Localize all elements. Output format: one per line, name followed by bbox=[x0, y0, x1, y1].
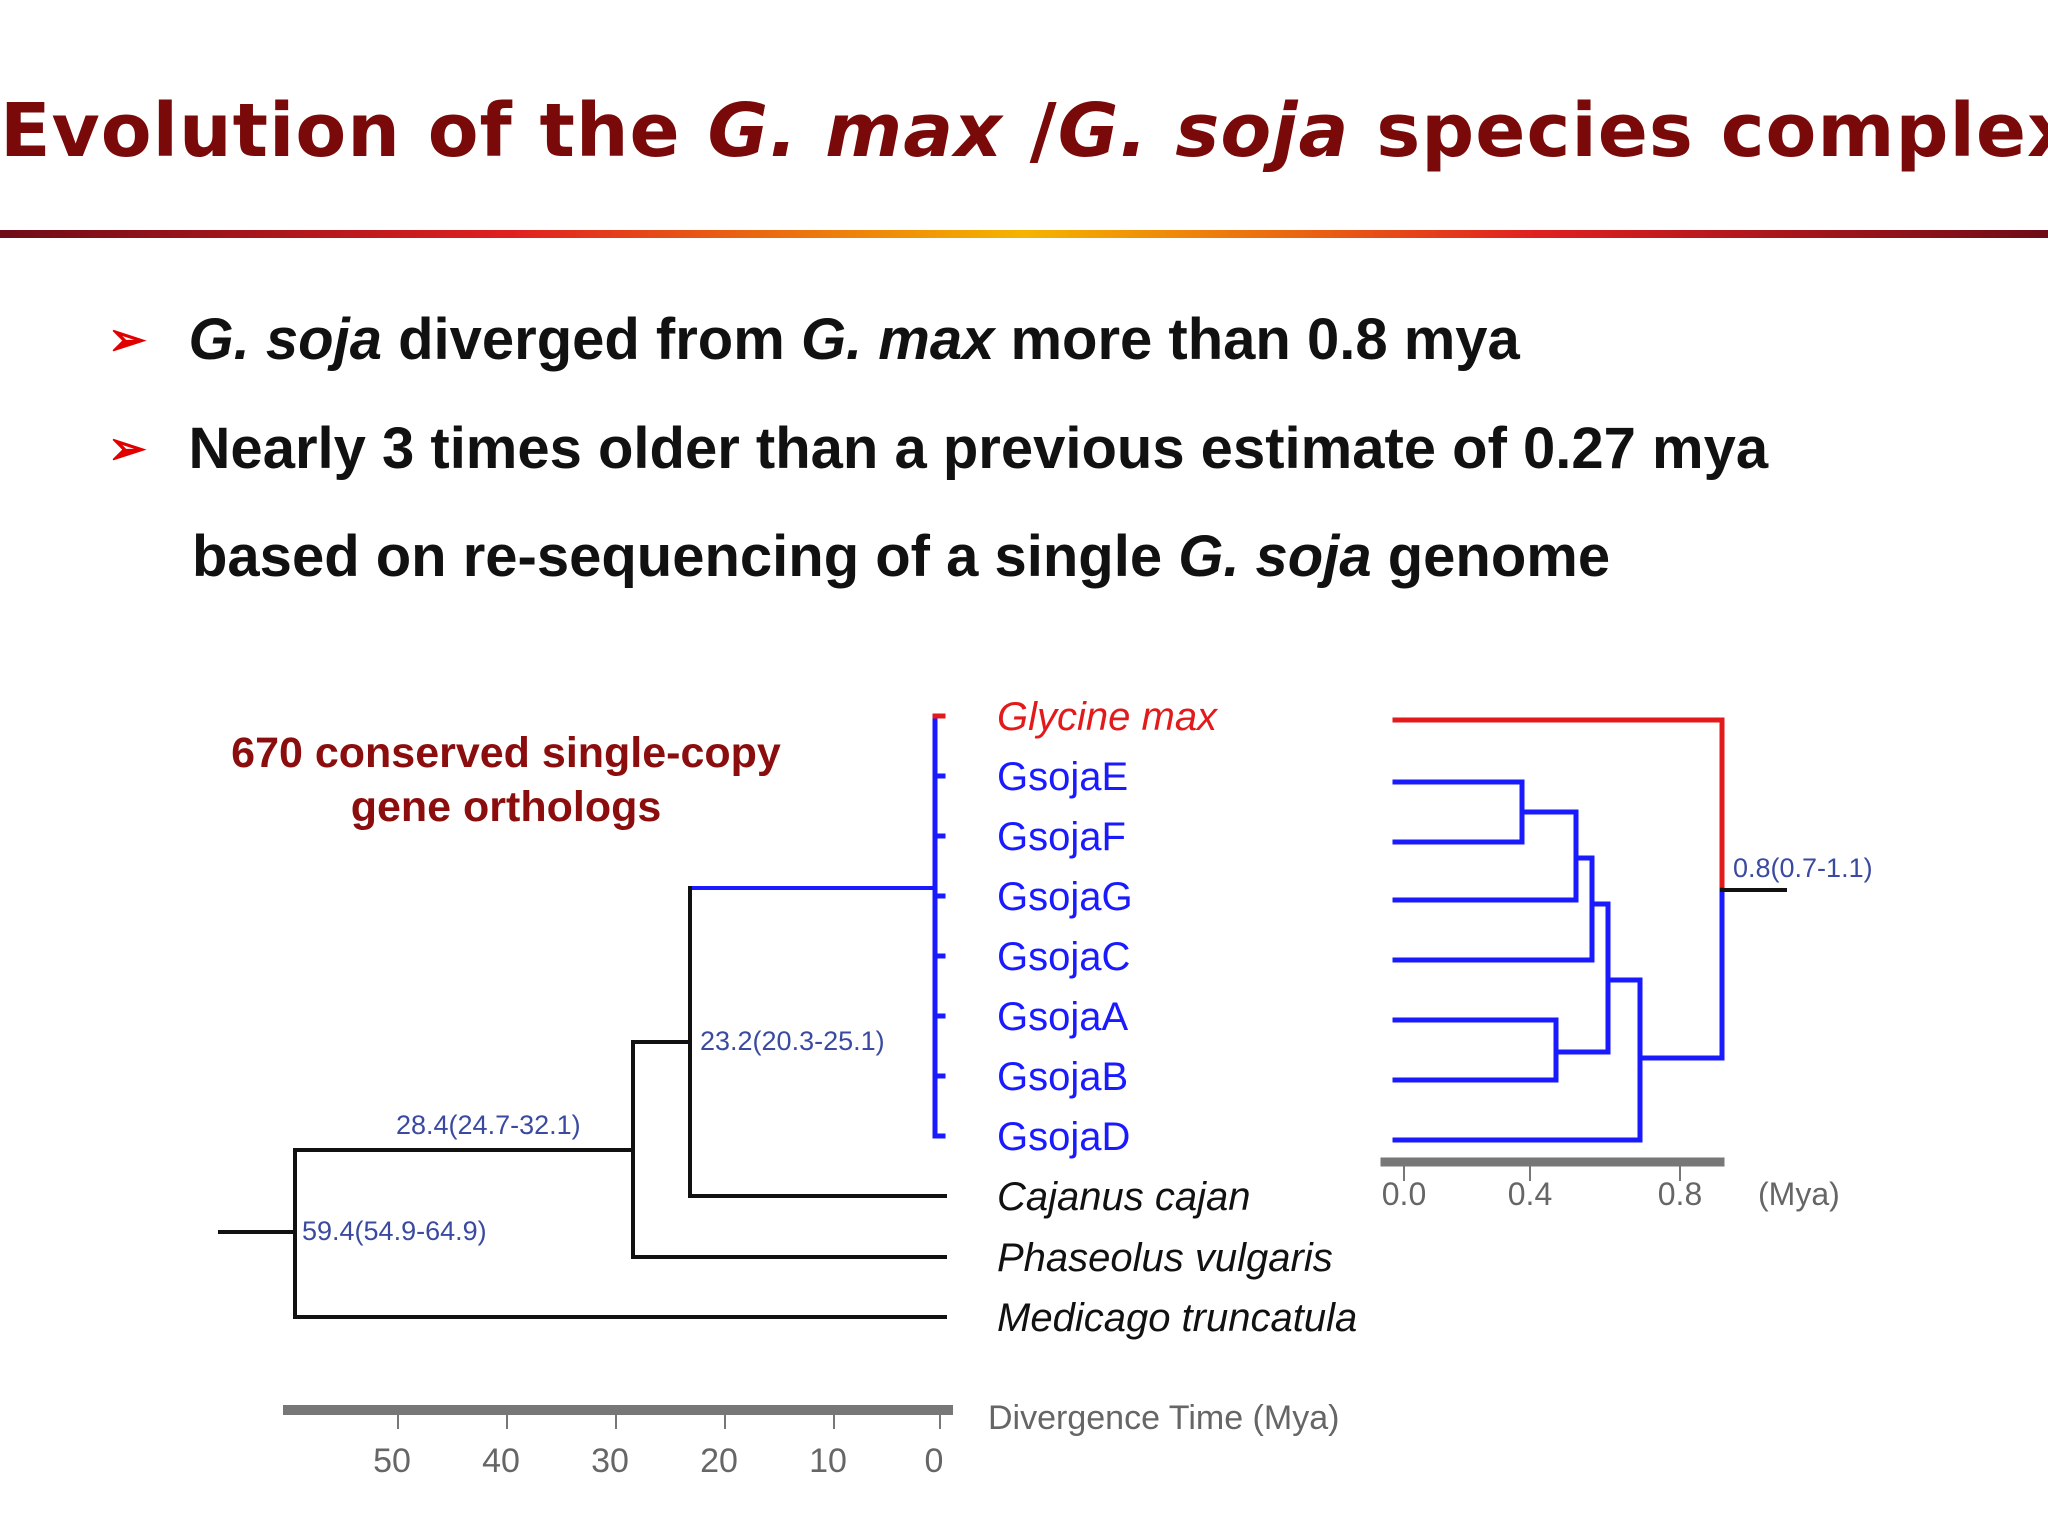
main-axis-tick-label: 0 bbox=[925, 1442, 944, 1480]
bullet-2-text: Nearly 3 times older than a previous est… bbox=[188, 416, 1769, 481]
taxon-label: GsojaG bbox=[997, 875, 1133, 919]
main-axis-tick-label: 40 bbox=[482, 1442, 520, 1480]
taxon-label: Medicago truncatula bbox=[997, 1296, 1357, 1340]
bullet-1-text-b: diverged from bbox=[381, 307, 801, 372]
inset-axis-tick-label: 0.0 bbox=[1382, 1176, 1426, 1212]
bullet-3-text-b: G. soja bbox=[1178, 524, 1372, 589]
taxa-labels: Glycine max GsojaE GsojaF GsojaG GsojaC Gsoja… bbox=[997, 695, 1357, 1340]
taxon-label: GsojaC bbox=[997, 935, 1130, 979]
title-divider bbox=[0, 230, 2048, 238]
node-label: 28.4(24.7-32.1) bbox=[396, 1110, 581, 1140]
main-axis-title: Divergence Time (Mya) bbox=[988, 1399, 1339, 1437]
ortholog-note: 670 conserved single-copy gene orthologs bbox=[196, 726, 816, 834]
ortholog-note-line-1: 670 conserved single-copy bbox=[231, 729, 781, 777]
taxon-label: GsojaB bbox=[997, 1055, 1128, 1099]
node-label: 59.4(54.9-64.9) bbox=[302, 1216, 487, 1246]
title-text-2: species complex bbox=[1349, 88, 2048, 174]
main-time-axis: 50 40 30 20 10 0 Divergence Time (Mya) bbox=[283, 1399, 1339, 1480]
main-axis-tick-label: 50 bbox=[373, 1442, 411, 1480]
slide-title: Evolution of the G. max /G. soja species… bbox=[0, 88, 2048, 174]
bullet-1-text-c: G. max bbox=[800, 307, 995, 372]
main-tree-branches bbox=[218, 713, 947, 1319]
taxon-label: GsojaD bbox=[997, 1115, 1130, 1159]
node-label: 0.8(0.7-1.1) bbox=[1733, 853, 1873, 883]
taxon-label: GsojaA bbox=[997, 995, 1128, 1039]
inset-axis-tick-label: 0.4 bbox=[1508, 1176, 1552, 1212]
node-label: 23.2(20.3-25.1) bbox=[700, 1026, 885, 1056]
bullet-1-text-a: G. soja bbox=[188, 307, 382, 372]
bullet-1: ➢ G. soja diverged from G. max more than … bbox=[108, 306, 1520, 373]
bullet-3-text-c: genome bbox=[1371, 524, 1611, 589]
title-text-gsoja: G. soja bbox=[1057, 88, 1350, 174]
bullet-2: ➢ Nearly 3 times older than a previous es… bbox=[108, 415, 1768, 482]
taxon-label: GsojaF bbox=[997, 815, 1126, 859]
taxon-label: Glycine max bbox=[997, 695, 1219, 739]
taxon-label: GsojaE bbox=[997, 755, 1128, 799]
inset-time-axis: 0.0 0.4 0.8 (Mya) bbox=[1380, 1157, 1840, 1212]
node-labels: 59.4(54.9-64.9) 28.4(24.7-32.1) 23.2(20.3-… bbox=[302, 853, 1873, 1246]
bullet-2-continuation: based on re-sequencing of a single G. so… bbox=[192, 523, 1610, 590]
bullet-3-text-a: based on re-sequencing of a single bbox=[192, 524, 1179, 589]
bullet-arrow-icon: ➢ bbox=[108, 313, 147, 365]
title-text-slash: / bbox=[1002, 88, 1058, 174]
main-axis-tick-label: 30 bbox=[591, 1442, 629, 1480]
taxon-label: Phaseolus vulgaris bbox=[997, 1236, 1333, 1280]
title-text-gmax: G. max bbox=[707, 88, 1003, 174]
inset-axis-tick-label: 0.8 bbox=[1658, 1176, 1702, 1212]
main-axis-tick-label: 10 bbox=[809, 1442, 847, 1480]
main-axis-tick-label: 20 bbox=[700, 1442, 738, 1480]
inset-axis-unit: (Mya) bbox=[1758, 1176, 1840, 1212]
bullet-1-text-d: more than 0.8 mya bbox=[994, 307, 1520, 372]
title-text-1: Evolution of the bbox=[0, 88, 708, 174]
bullet-arrow-icon: ➢ bbox=[108, 422, 147, 474]
taxon-label: Cajanus cajan bbox=[997, 1175, 1251, 1219]
ortholog-note-line-2: gene orthologs bbox=[350, 783, 662, 831]
inset-tree-branches bbox=[1392, 717, 1787, 1143]
